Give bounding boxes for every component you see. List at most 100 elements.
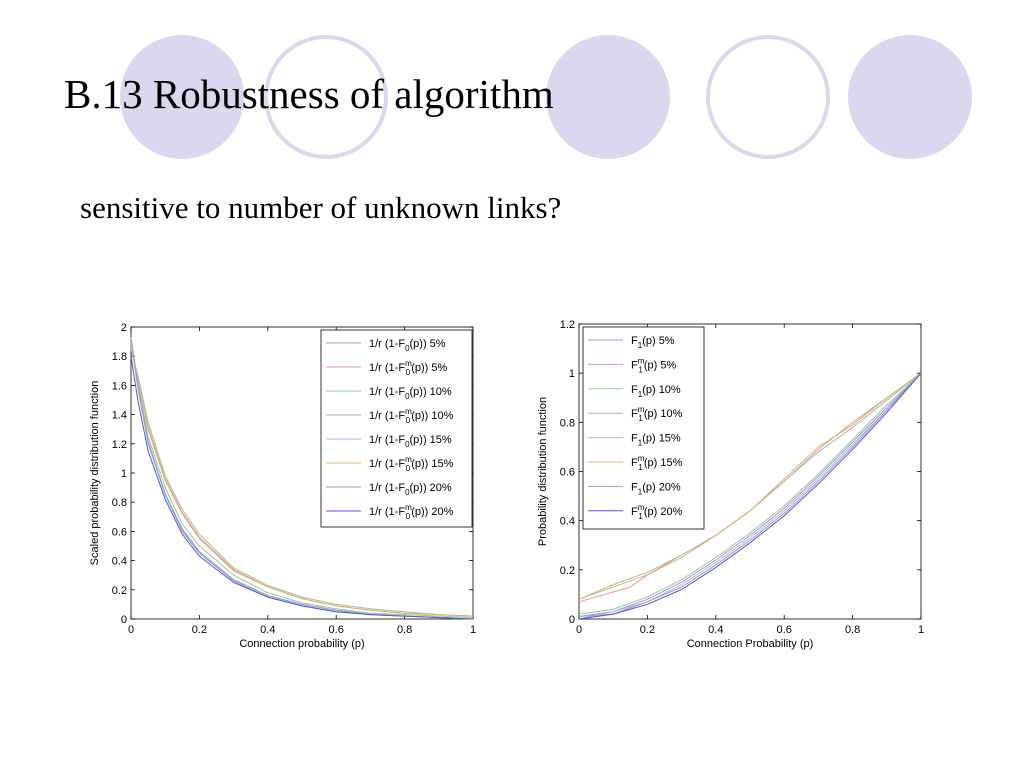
legend-subscript: 0 [405,392,410,401]
legend-text: (p) 5% [644,359,677,371]
legend-entry: 1/r (1-F0(p)) 15% [369,434,452,449]
y-axis-label: Scaled probability distribution function [89,381,101,566]
legend-box [582,326,705,530]
y-tick-label: 1.2 [560,319,575,331]
legend-text: F [631,335,638,347]
series-line-6 [130,347,474,617]
legend-text: 1/r (1-F [369,458,405,470]
x-axis-label: Connection Probability (p) [687,638,814,650]
y-tick-label: 1.2 [112,439,127,451]
legend-entry: 1/r (1-F0(p)) 5% [369,338,446,353]
series-line-3 [130,338,474,618]
legend-entry: Fm 1(p) 15% [631,454,683,472]
legend-entry: 1/r (1-Fm 0(p)) 20% [369,503,454,521]
x-tick-label: 0.4 [260,624,275,636]
series-line-6 [578,372,922,600]
legend-subscript: 0 [406,368,411,377]
legend-text: (p) 15% [644,457,683,469]
legend-entry: 1/r (1-F0(p)) 20% [369,482,452,497]
legend-subscript: 1 [638,390,643,399]
legend-subscript: 1 [638,463,643,472]
legend-subscript: 0 [405,488,410,497]
pdf-chart: 0 0.2 0.4 0.6 0.8 1 0 0.2 0.4 0.6 0.8 1 1.2 Connectio… [537,319,924,650]
legend-text: F [631,506,638,518]
x-tick-label: 0.4 [708,624,723,636]
legend-text: (p) 5% [642,335,675,347]
legend-text: F [631,384,638,396]
legend-text: F [631,359,638,371]
legend-subscript: 1 [638,487,643,496]
legend-entry: Fm 1(p) 10% [631,405,683,423]
y-tick-label: 1.4 [112,410,127,422]
legend-text: 1/r (1-F [369,362,405,374]
legend-entry: 1/r (1-Fm 0(p)) 10% [369,407,454,425]
legend-entry: F1(p) 5% [631,335,675,350]
legend-text: 1/r (1-F [369,434,405,446]
legend-text: 1/r (1-F [369,338,405,350]
legend-subscript: 1 [638,512,643,521]
legend-text: (p) 15% [642,433,681,445]
y-tick-label: 0.8 [560,417,575,429]
legend-text: (p)) 20% [411,506,453,518]
legend-text: (p)) 15% [410,434,452,446]
legend-subscript: 0 [406,416,411,425]
legend-entry: 1/r (1-F0(p)) 10% [369,386,452,401]
legend-text: 1/r (1-F [369,386,405,398]
y-tick-label: 1.8 [112,351,127,363]
legend-entry: F1(p) 15% [631,433,681,448]
legend-text: 1/r (1-F [369,410,405,422]
x-tick-label: 0.6 [329,624,344,636]
legend-entry: 1/r (1-Fm 0(p)) 15% [369,455,454,473]
legend-superscript: m [405,455,412,464]
legend-superscript: m [638,503,645,512]
x-tick-label: 0.2 [192,624,207,636]
legend-text: (p)) 10% [410,386,452,398]
y-tick-label: 0 [569,614,575,626]
legend-entry: Fm 1(p) 20% [631,503,683,521]
legend-entry: 1/r (1-Fm 0(p)) 5% [369,359,447,377]
legend-subscript: 1 [638,365,643,374]
legend-superscript: m [638,454,645,463]
legend-text: (p)) 20% [410,482,452,494]
series-line-8 [578,372,922,620]
y-tick-label: 0.8 [112,497,127,509]
legend-text: (p) 10% [642,384,681,396]
x-tick-label: 1 [918,624,924,636]
y-tick-label: 0.2 [560,565,575,577]
y-axis-label: Probability distribution function [537,397,549,546]
legend-text: (p) 20% [642,481,681,493]
y-tick-label: 1 [121,468,127,480]
decor-ring [706,35,830,159]
legend-text: (p) 10% [644,408,683,420]
legend-subscript: 0 [405,440,410,449]
legend-text: F [631,457,638,469]
y-tick-label: 0.2 [112,585,127,597]
x-tick-label: 0.8 [397,624,412,636]
decor-circle [120,35,244,159]
legend-entry: F1(p) 10% [631,384,681,399]
y-tick-label: 0.4 [112,556,127,568]
legend-text: (p)) 5% [411,362,447,374]
x-tick-label: 0 [576,624,582,636]
legend-subscript: 0 [406,464,411,473]
legend-subscript: 0 [405,344,410,353]
legend-subscript: 1 [638,439,643,448]
x-tick-label: 1 [470,624,476,636]
x-tick-label: 0.8 [845,624,860,636]
series-line-4 [130,348,474,617]
series-line-8 [130,356,474,620]
y-tick-label: 0.4 [560,516,575,528]
series-line-7 [578,372,922,617]
legend-text: 1/r (1-F [369,482,405,494]
y-tick-label: 1 [569,368,575,380]
legend-text: (p)) 15% [411,458,453,470]
legend-text: (p)) 10% [411,410,453,422]
legend-subscript: 1 [638,414,643,423]
y-tick-label: 2 [121,322,127,334]
legend-text: F [631,481,638,493]
series-line-5 [578,372,922,620]
decor-ring [264,35,388,159]
legend-text: 1/r (1-F [369,506,405,518]
x-tick-label: 0.6 [777,624,792,636]
legend-entry: Fm 1(p) 5% [631,356,676,374]
